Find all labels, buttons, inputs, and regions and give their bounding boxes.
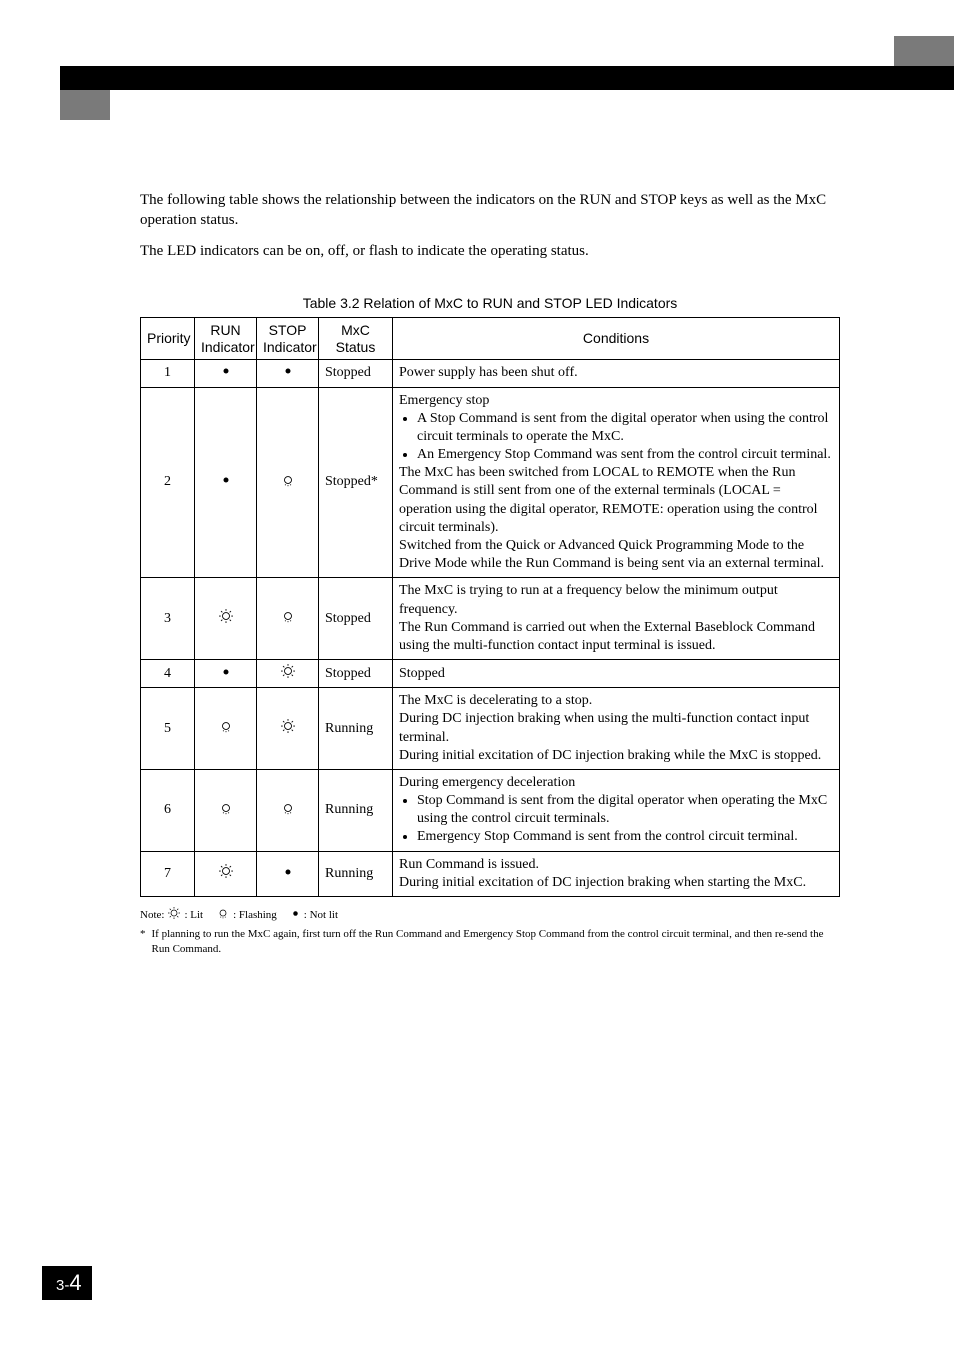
- header-accent: [894, 36, 954, 66]
- off-icon: [221, 365, 231, 381]
- cell-stop-indicator: [257, 578, 319, 660]
- cond-lead: Emergency stop: [399, 392, 833, 410]
- cell-run-indicator: [195, 688, 257, 770]
- cell-status: Stopped: [319, 578, 393, 660]
- cell-stop-indicator: [257, 769, 319, 851]
- table-row: 7 RunningRun Command is issued.During in…: [141, 851, 840, 896]
- table-row: 3 StoppedThe MxC is trying to run at a f…: [141, 578, 840, 660]
- legend-prefix: Note:: [140, 908, 164, 922]
- cell-conditions: Power supply has been shut off.: [393, 360, 840, 387]
- cell-status: Running: [319, 769, 393, 851]
- footnote-mark: *: [140, 927, 146, 956]
- cell-stop-indicator: [257, 851, 319, 896]
- intro-paragraph-1: The following table shows the relationsh…: [140, 190, 840, 231]
- flash-icon: [281, 801, 295, 820]
- cell-status: Stopped: [319, 360, 393, 387]
- cond-lead: During emergency deceleration: [399, 774, 833, 792]
- page-num: 4: [69, 1270, 81, 1295]
- off-icon: [221, 474, 231, 490]
- cell-stop-indicator: [257, 360, 319, 387]
- cond-bullet: An Emergency Stop Command was sent from …: [417, 446, 833, 464]
- cond-text: The MxC is trying to run at a frequency …: [399, 582, 833, 655]
- cell-status: Stopped*: [319, 387, 393, 578]
- table-caption: Table 3.2 Relation of MxC to RUN and STO…: [140, 295, 840, 311]
- cond-text: Run Command is issued.During initial exc…: [399, 856, 833, 892]
- cell-stop-indicator: [257, 387, 319, 578]
- cell-priority: 7: [141, 851, 195, 896]
- flash-icon: [219, 719, 233, 738]
- off-icon: [283, 866, 293, 882]
- cell-run-indicator: [195, 387, 257, 578]
- cell-stop-indicator: [257, 660, 319, 688]
- flash-icon: [281, 473, 295, 492]
- footnote: * If planning to run the MxC again, firs…: [140, 927, 840, 956]
- cell-priority: 2: [141, 387, 195, 578]
- table-header-row: Priority RUN Indicator STOP Indicator Mx…: [141, 317, 840, 360]
- intro-paragraph-2: The LED indicators can be on, off, or fl…: [140, 241, 840, 261]
- th-conditions: Conditions: [393, 317, 840, 360]
- cell-priority: 6: [141, 769, 195, 851]
- off-icon: [283, 365, 293, 381]
- indicator-table: Priority RUN Indicator STOP Indicator Mx…: [140, 317, 840, 897]
- footnote-text: If planning to run the MxC again, first …: [152, 927, 841, 956]
- cell-conditions: The MxC is decelerating to a stop.During…: [393, 688, 840, 770]
- cell-run-indicator: [195, 769, 257, 851]
- th-stop: STOP Indicator: [257, 317, 319, 360]
- table-row: 2 Stopped*Emergency stopA Stop Command i…: [141, 387, 840, 578]
- off-icon: [221, 666, 231, 682]
- legend-lit: : Lit: [184, 908, 203, 922]
- cell-status: Running: [319, 851, 393, 896]
- page-number: 3-4: [42, 1266, 92, 1300]
- cond-bullets: A Stop Command is sent from the digital …: [399, 410, 833, 465]
- cond-text: Power supply has been shut off.: [399, 364, 833, 382]
- cell-conditions: Run Command is issued.During initial exc…: [393, 851, 840, 896]
- cond-bullet: A Stop Command is sent from the digital …: [417, 410, 833, 446]
- flash-icon: [217, 907, 229, 923]
- content-area: The following table shows the relationsh…: [140, 190, 840, 956]
- cell-run-indicator: [195, 578, 257, 660]
- cond-text: Stopped: [399, 665, 833, 683]
- legend: Note: : Lit : Flashing : Not lit * If pl…: [140, 907, 840, 956]
- lit-icon: [219, 609, 233, 628]
- lit-icon: [281, 664, 295, 683]
- legend-flash: : Flashing: [233, 908, 277, 922]
- cell-conditions: During emergency decelerationStop Comman…: [393, 769, 840, 851]
- cond-bullet: Emergency Stop Command is sent from the …: [417, 828, 833, 846]
- header-bar: [60, 66, 954, 90]
- cell-conditions: Stopped: [393, 660, 840, 688]
- cell-status: Stopped: [319, 660, 393, 688]
- cond-tail: The MxC has been switched from LOCAL to …: [399, 464, 833, 573]
- th-priority: Priority: [141, 317, 195, 360]
- cell-priority: 1: [141, 360, 195, 387]
- th-status: MxC Status: [319, 317, 393, 360]
- cell-run-indicator: [195, 660, 257, 688]
- header-stub: [60, 90, 110, 120]
- legend-off: : Not lit: [304, 908, 338, 922]
- cell-run-indicator: [195, 360, 257, 387]
- cell-stop-indicator: [257, 688, 319, 770]
- cell-priority: 4: [141, 660, 195, 688]
- cell-priority: 3: [141, 578, 195, 660]
- table-row: 6 RunningDuring emergency decelerationSt…: [141, 769, 840, 851]
- cell-conditions: The MxC is trying to run at a frequency …: [393, 578, 840, 660]
- off-icon: [291, 908, 300, 922]
- flash-icon: [219, 801, 233, 820]
- table-row: 4 Stopped Stopped: [141, 660, 840, 688]
- table-row: 5 RunningThe MxC is decelerating to a st…: [141, 688, 840, 770]
- cell-conditions: Emergency stopA Stop Command is sent fro…: [393, 387, 840, 578]
- table-row: 1 Stopped Power supply has been shut off.: [141, 360, 840, 387]
- cond-bullet: Stop Command is sent from the digital op…: [417, 792, 833, 828]
- flash-icon: [281, 609, 295, 628]
- cell-status: Running: [319, 688, 393, 770]
- th-run: RUN Indicator: [195, 317, 257, 360]
- lit-icon: [281, 719, 295, 738]
- lit-icon: [219, 864, 233, 883]
- cond-text: The MxC is decelerating to a stop.During…: [399, 692, 833, 765]
- lit-icon: [168, 907, 180, 923]
- cell-run-indicator: [195, 851, 257, 896]
- cell-priority: 5: [141, 688, 195, 770]
- cond-bullets: Stop Command is sent from the digital op…: [399, 792, 833, 847]
